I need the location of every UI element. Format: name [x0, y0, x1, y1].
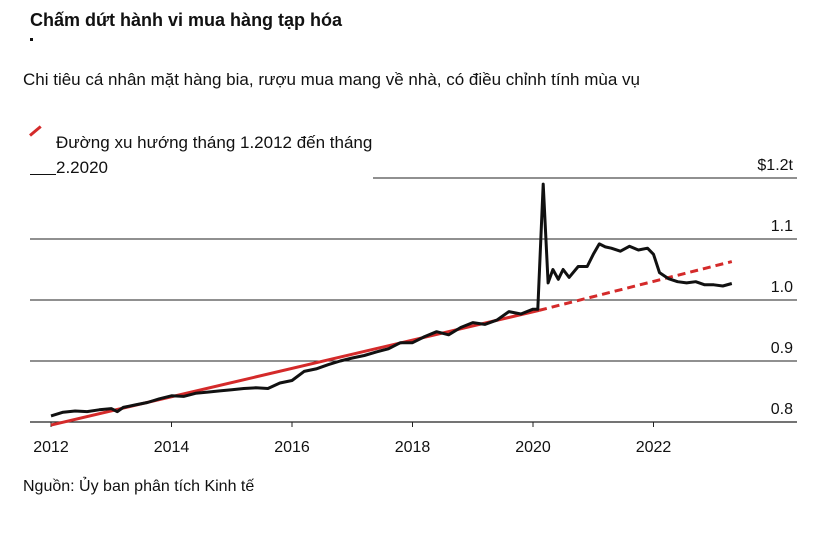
- x-tick-label-1: 2014: [154, 439, 190, 456]
- actual-spending-line: [50, 182, 733, 418]
- legend-trend-label: Đường xu hướng tháng 1.2012 đến tháng 2.…: [56, 133, 373, 177]
- y-tick-label-3: 1.1: [771, 218, 793, 235]
- legend-underline: [30, 174, 56, 175]
- y-tick-label-1: 0.9: [771, 340, 793, 357]
- title-marker: [30, 38, 33, 41]
- y-tick-label-4: $1.2t: [757, 157, 793, 174]
- x-tick-label-3: 2018: [395, 439, 431, 456]
- y-tick-label-2: 1.0: [771, 279, 793, 296]
- x-tick-label-4: 2020: [515, 439, 551, 456]
- x-tick-label-0: 2012: [33, 439, 69, 456]
- chart-subtitle: Chi tiêu cá nhân mặt hàng bia, rượu mua …: [23, 70, 640, 89]
- y-tick-label-0: 0.8: [771, 401, 793, 418]
- x-tick-label-2: 2016: [274, 439, 310, 456]
- chart-title: Chấm dứt hành vi mua hàng tạp hóa: [30, 10, 343, 30]
- source-note: Nguồn: Ủy ban phân tích Kinh tế: [23, 478, 255, 495]
- trend-line-projection: [538, 260, 733, 312]
- x-tick-label-5: 2022: [636, 439, 672, 456]
